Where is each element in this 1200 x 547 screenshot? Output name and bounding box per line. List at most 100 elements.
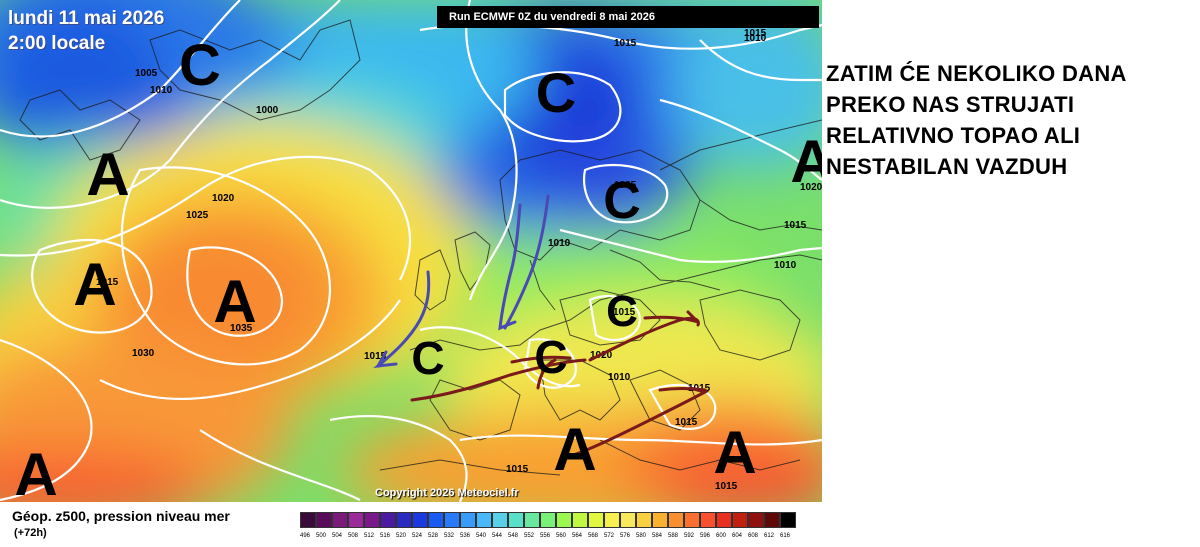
isobar-label: 1005 (614, 180, 637, 191)
map-date: lundi 11 mai 2026 (8, 8, 165, 29)
high-mediterranean: A (553, 416, 596, 483)
colorbar-cell (316, 512, 332, 528)
colorbar-label: 580 (636, 533, 647, 539)
commentary-line: ZATIM ĆE NEKOLIKO DANA (826, 61, 1127, 86)
isobar-label: 1010 (548, 238, 571, 249)
weather-map: 1005 1010 1000 1020 1025 1035 1030 1015 … (0, 0, 822, 502)
colorbar-cell (764, 512, 780, 528)
colorbar-cell (732, 512, 748, 528)
colorbar-label: 596 (700, 533, 711, 539)
high-west-atlantic: A (73, 251, 116, 318)
commentary: ZATIM ĆE NEKOLIKO DANA PREKO NAS STRUJAT… (826, 58, 1196, 182)
colorbar-cell (716, 512, 732, 528)
high-russia: A (790, 128, 822, 195)
colorbar-cell (620, 512, 636, 528)
isobar-label: 1010 (608, 372, 631, 383)
legend-title: Géop. z500, pression niveau mer (12, 508, 230, 524)
colorbar-cell (396, 512, 412, 528)
colorbar-label: 560 (556, 533, 567, 539)
colorbar-cell (780, 512, 796, 528)
isobar-label: 1015 (675, 417, 698, 428)
isobar-label: 1030 (132, 348, 155, 359)
colorbar-cell (412, 512, 428, 528)
high-pressure-centers: A A A A A A A (14, 128, 822, 502)
legend-subtitle: (+72h) (14, 527, 47, 539)
red-flow-arrows (410, 310, 710, 462)
isobar-label: 1010 (150, 85, 173, 96)
colorbar-cell (604, 512, 620, 528)
colorbar-label: 592 (684, 533, 695, 539)
colorbar-cell (476, 512, 492, 528)
low-alps: C (534, 331, 567, 383)
colorbar-label: 540 (476, 533, 487, 539)
colorbar-label: 572 (604, 533, 615, 539)
colorbar-label: 584 (652, 533, 663, 539)
colorbar-label: 528 (428, 533, 439, 539)
colorbar-label: 544 (492, 533, 503, 539)
colorbar-cell (636, 512, 652, 528)
colorbar-label: 532 (444, 533, 455, 539)
colorbar-cell (348, 512, 364, 528)
colorbar-label: 604 (732, 533, 743, 539)
colorbar-cell (492, 512, 508, 528)
isobar-label: 1015 (364, 351, 387, 362)
colorbar-cell (652, 512, 668, 528)
isobar-label: 1000 (256, 105, 279, 116)
high-labrador: A (86, 141, 129, 208)
colorbar-cell (748, 512, 764, 528)
low-norway: C (536, 61, 576, 124)
colorbar-label: 508 (348, 533, 359, 539)
colorbar-label: 548 (508, 533, 519, 539)
map-canvas: 1005 1010 1000 1020 1025 1035 1030 1015 … (0, 0, 822, 502)
isobar-label: 1015 (744, 28, 767, 39)
colorbar-label: 564 (572, 533, 583, 539)
colorbar-label: 496 (300, 533, 311, 539)
commentary-line: PREKO NAS STRUJATI (826, 92, 1075, 117)
colorbar-label: 504 (332, 533, 343, 539)
colorbar-cell (572, 512, 588, 528)
colorbar-cell (556, 512, 572, 528)
isobar-label: 1015 (715, 481, 738, 492)
colorbar-cell (332, 512, 348, 528)
isobar-label: 1015 (784, 220, 807, 231)
colorbar-label: 524 (412, 533, 423, 539)
colorbar-label: 588 (668, 533, 679, 539)
colorbar-label: 608 (748, 533, 759, 539)
low-biscay: C (411, 332, 444, 384)
colorbar-labels: 496 500 504 508 512 516 520 524 528 532 536 540 544 5… (300, 533, 796, 539)
commentary-line: NESTABILAN VAZDUH (826, 154, 1068, 179)
isobar-label: 1020 (800, 182, 822, 193)
colorbar-label: 600 (716, 533, 727, 539)
colorbar-cell (380, 512, 396, 528)
isobar-label: 1025 (186, 210, 209, 221)
low-greenland: C (179, 33, 221, 98)
colorbar-label: 576 (620, 533, 631, 539)
colorbar-label: 616 (780, 533, 791, 539)
colorbar-label: 520 (396, 533, 407, 539)
colorbar-cell (668, 512, 684, 528)
colorbar-cell (524, 512, 540, 528)
colorbar-label: 516 (380, 533, 391, 539)
colorbar-cell (364, 512, 380, 528)
colorbar-label: 556 (540, 533, 551, 539)
high-azores: A (213, 268, 256, 335)
colorbar-cell (588, 512, 604, 528)
colorbar-label: 612 (764, 533, 775, 539)
colorbar-cell (540, 512, 556, 528)
isobar-label: 1010 (774, 260, 797, 271)
colorbar-cell (684, 512, 700, 528)
copyright: Copyright 2026 Meteociel.fr (375, 487, 519, 499)
isobar-label: 1015 (613, 307, 636, 318)
colorbar-cell (300, 512, 316, 528)
high-southwest: A (14, 441, 57, 502)
run-banner: Run ECMWF 0Z du vendredi 8 mai 2026 (437, 6, 819, 28)
isobar-labels: 1005 1010 1000 1020 1025 1035 1030 1015 … (96, 28, 822, 492)
isobar-label: 1035 (230, 323, 253, 334)
colorbar-cell (460, 512, 476, 528)
isobar-label: 1015 (614, 38, 637, 49)
low-pressure-centers: C C C C C C (179, 33, 641, 384)
isobar-label: 1005 (135, 68, 158, 79)
colorbar-label: 512 (364, 533, 375, 539)
colorbar-label: 552 (524, 533, 535, 539)
commentary-line: RELATIVNO TOPAO ALI (826, 123, 1081, 148)
